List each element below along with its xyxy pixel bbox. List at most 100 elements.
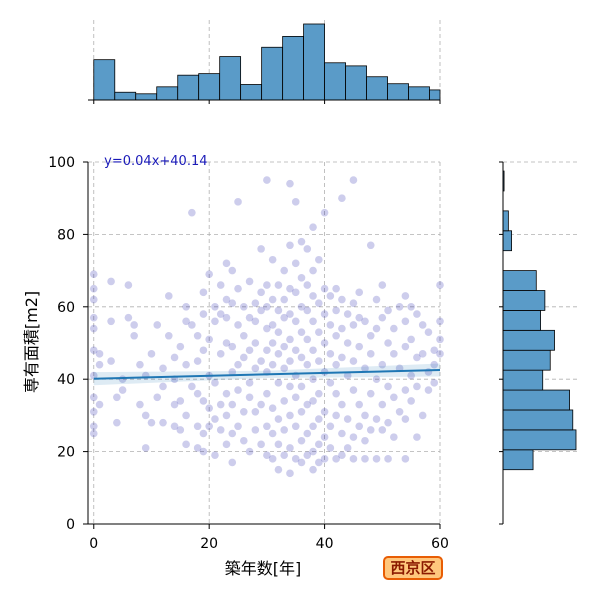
scatter-point (130, 331, 138, 340)
scatter-point (326, 321, 335, 329)
scatter-point (280, 364, 288, 373)
scatter-point (320, 208, 329, 217)
scatter-point (147, 350, 156, 358)
scatter-point (338, 429, 346, 438)
scatter-point (309, 223, 317, 231)
scatter-point (234, 198, 242, 206)
scatter-point (257, 306, 265, 315)
scatter-point (257, 440, 265, 449)
scatter-point (309, 397, 317, 405)
scatter-point (418, 411, 427, 420)
right-hist-bar (502, 409, 574, 431)
scatter-point (291, 455, 300, 463)
scatter-point (268, 255, 277, 264)
scatter-point (251, 317, 260, 326)
scatter-point (205, 335, 213, 344)
top-hist-bar (240, 84, 263, 101)
scatter-point (372, 295, 381, 304)
y-tick-label: 80 (57, 227, 75, 243)
scatter-point (286, 357, 294, 365)
right-histogram (502, 170, 577, 471)
scatter-point (280, 451, 288, 460)
scatter-point (390, 433, 398, 441)
scatter-point (378, 313, 387, 322)
scatter-point (384, 306, 392, 315)
top-hist-bar (429, 89, 441, 101)
scatter-point (193, 422, 202, 431)
scatter-point (349, 357, 358, 365)
scatter-point (159, 364, 167, 373)
scatter-point (124, 313, 133, 322)
scatter-point (124, 281, 133, 289)
scatter-point (315, 328, 323, 336)
scatter-point (176, 426, 185, 434)
scatter-point (326, 422, 335, 431)
scatter-point (245, 379, 254, 387)
scatter-point (263, 451, 271, 460)
scatter-point (291, 198, 300, 206)
scatter-point (245, 313, 254, 322)
scatter-point (338, 353, 346, 362)
scatter-point (332, 284, 340, 293)
scatter-point (89, 393, 98, 402)
scatter-point (274, 465, 283, 474)
scatter-point (193, 357, 202, 365)
scatter-point (436, 335, 444, 344)
scatter-point (222, 440, 231, 449)
scatter-point (274, 350, 283, 358)
top-hist-bar (366, 76, 388, 101)
scatter-point (164, 292, 173, 300)
scatter-point (286, 241, 294, 250)
top-hist-bar (303, 23, 325, 101)
scatter-point (355, 288, 364, 297)
scatter-point (384, 418, 392, 427)
scatter-point (240, 331, 248, 340)
scatter-point (89, 346, 98, 355)
scatter-point (378, 360, 387, 369)
scatter-point (170, 353, 179, 362)
top-hist-bar (324, 62, 346, 101)
scatter-point (263, 346, 271, 355)
scatter-point (291, 288, 300, 297)
scatter-point (291, 259, 300, 268)
scatter-point (130, 321, 138, 329)
scatter-point (401, 455, 410, 463)
scatter-point (320, 339, 329, 347)
scatter-point (251, 364, 260, 373)
scatter-point (268, 404, 277, 412)
scatter-point (263, 176, 271, 184)
regression-line (93, 369, 441, 380)
scatter-point (228, 400, 237, 409)
scatter-point (436, 350, 444, 358)
scatter-point (245, 447, 254, 456)
scatter-point (349, 299, 358, 307)
scatter-point (216, 281, 225, 289)
scatter-point (338, 400, 346, 409)
scatter-point (309, 447, 317, 456)
scatter-point (95, 350, 104, 358)
scatter-point (257, 245, 265, 253)
scatter-point (372, 324, 381, 333)
scatter-point (107, 317, 115, 326)
scatter-point (274, 440, 283, 449)
scatter-point (89, 407, 98, 416)
scatter-point (303, 429, 312, 438)
scatter-point (355, 313, 364, 322)
top-hist-bar (114, 91, 137, 101)
scatter-point (268, 339, 277, 347)
scatter-point (366, 241, 375, 250)
scatter-point (89, 422, 98, 431)
scatter-point (280, 295, 288, 304)
scatter-point (274, 328, 283, 336)
y-tick-label: 100 (48, 155, 75, 171)
scatter-point (338, 295, 346, 304)
scatter-point (193, 389, 202, 398)
scatter-point (274, 415, 283, 423)
scatter-point (199, 346, 208, 355)
scatter-point (413, 353, 421, 362)
scatter-point (263, 281, 271, 289)
scatter-point (366, 331, 375, 340)
scatter-point (326, 379, 335, 387)
scatter-point (303, 281, 312, 289)
scatter-point (349, 321, 358, 329)
